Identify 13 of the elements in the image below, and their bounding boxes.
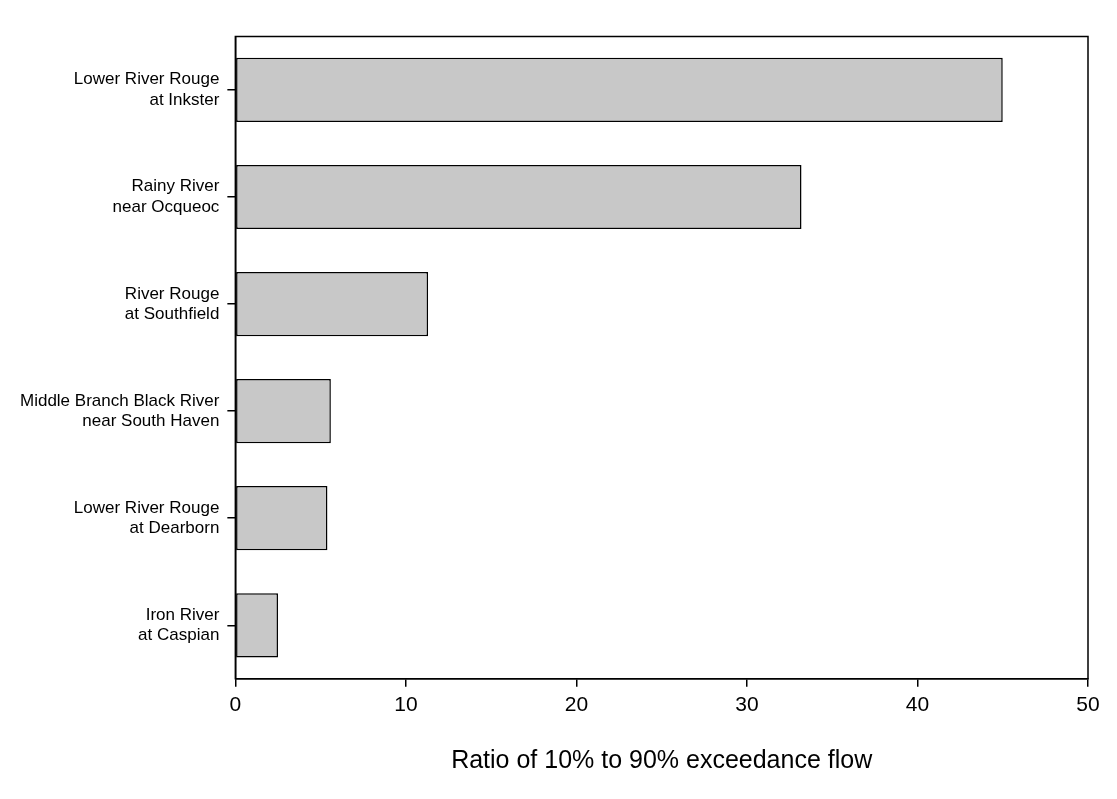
x-tick-label: 30 [735, 692, 759, 716]
y-tick-label: Iron River at Caspian [138, 604, 220, 645]
y-tick-label: Middle Branch Black River near South Haven [19, 390, 220, 431]
y-tick-label: Rainy River near Ocqueoc [112, 176, 220, 216]
x-axis-title: Ratio of 10% to 90% exceedance flow [451, 744, 874, 773]
x-tick-label: 40 [905, 692, 930, 716]
y-tick-label: Lower River Rouge at Inkster [73, 69, 220, 109]
x-tick-label: 20 [564, 692, 589, 716]
y-tick-label: River Rouge at Southfield [124, 283, 220, 323]
y-tick-label: Lower River Rouge at Dearborn [73, 497, 220, 538]
x-tick-label: 50 [1076, 692, 1100, 716]
x-tick-label: 0 [229, 692, 242, 716]
x-tick-label: 10 [394, 692, 418, 716]
